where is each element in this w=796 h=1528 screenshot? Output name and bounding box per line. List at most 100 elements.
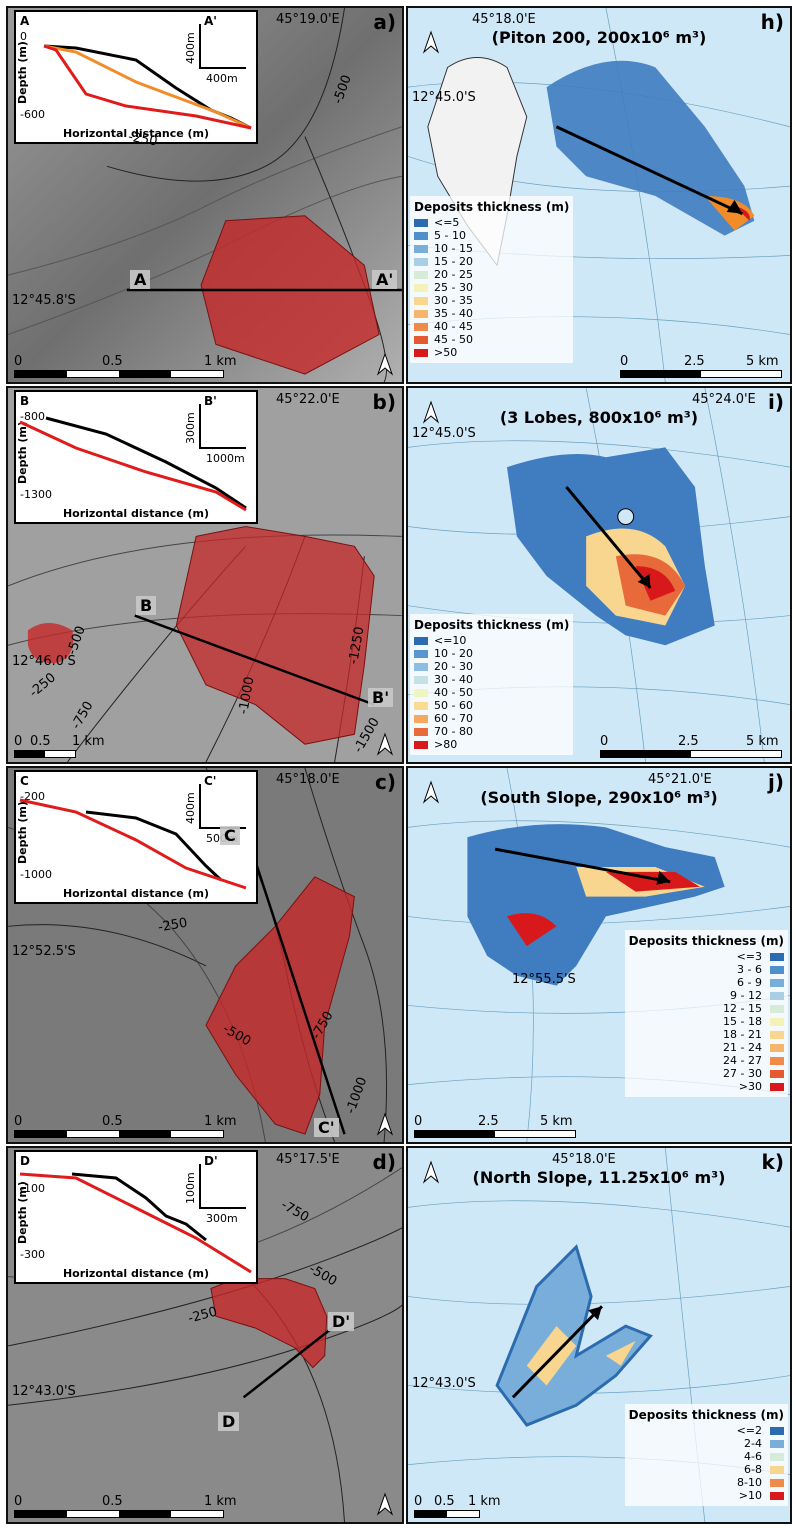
legend-entry: 18 - 21 bbox=[629, 1028, 784, 1041]
legend-entry: 27 - 30 bbox=[629, 1067, 784, 1080]
panel-letter: j) bbox=[768, 770, 784, 794]
scale-label: 0 bbox=[414, 1494, 423, 1509]
longitude-label: 45°18.0'E bbox=[276, 772, 340, 787]
legend-label: 30 - 40 bbox=[434, 673, 473, 686]
scale-label: 1 km bbox=[468, 1494, 501, 1509]
legend-swatch bbox=[414, 296, 428, 305]
profile-inset-d: D D' -100 -300 Depth (m) 100m 300m Horiz… bbox=[14, 1150, 258, 1284]
scale-bar: 0 2.5 5 km bbox=[600, 734, 785, 758]
legend-label: 60 - 70 bbox=[434, 712, 473, 725]
legend-label: 50 - 60 bbox=[434, 699, 473, 712]
legend-swatch bbox=[414, 322, 428, 331]
scale-label: 5 km bbox=[746, 734, 779, 749]
legend-label: >80 bbox=[434, 738, 458, 751]
inset-end-label: A' bbox=[204, 14, 217, 28]
inset-scale-h: 1000m bbox=[206, 452, 245, 465]
scale-label: 2.5 bbox=[678, 734, 699, 749]
legend-swatch bbox=[770, 1491, 784, 1500]
legend-swatch bbox=[414, 257, 428, 266]
panel-k: (North Slope, 11.25x10⁶ m³) 45°18.0'E k)… bbox=[406, 1146, 792, 1524]
legend-label: >30 bbox=[738, 1080, 762, 1093]
legend-swatch bbox=[414, 270, 428, 279]
inset-xlabel: Horizontal distance (m) bbox=[62, 507, 210, 520]
legend-entry: 9 - 12 bbox=[629, 989, 784, 1002]
legend-entry: >50 bbox=[414, 346, 569, 359]
legend-swatch bbox=[414, 675, 428, 684]
legend-entry: 70 - 80 bbox=[414, 725, 569, 738]
legend-label: <=3 bbox=[736, 950, 762, 963]
legend-label: 21 - 24 bbox=[723, 1041, 762, 1054]
legend-entry: 10 - 20 bbox=[414, 647, 569, 660]
latitude-label: 12°55.5'S bbox=[512, 972, 576, 987]
panel-title: (3 Lobes, 800x10⁶ m³) bbox=[499, 408, 699, 427]
scale-label: 0 bbox=[14, 1114, 23, 1129]
legend-title: Deposits thickness (m) bbox=[414, 618, 570, 632]
legend-entry: 15 - 20 bbox=[414, 255, 569, 268]
legend-swatch bbox=[770, 1004, 784, 1013]
legend-entry: 4-6 bbox=[629, 1450, 784, 1463]
legend-label: >10 bbox=[738, 1489, 762, 1502]
legend-label: 5 - 10 bbox=[434, 229, 466, 242]
legend-swatch bbox=[770, 991, 784, 1000]
legend-label: <=2 bbox=[736, 1424, 762, 1437]
legend-label: 15 - 18 bbox=[723, 1015, 762, 1028]
legend-label: 4-6 bbox=[744, 1450, 762, 1463]
inset-bottom-tick: -600 bbox=[20, 108, 45, 121]
scale-label: 0.5 bbox=[102, 354, 123, 369]
scale-label: 0 bbox=[600, 734, 609, 749]
legend-swatch bbox=[414, 649, 428, 658]
legend-label: 18 - 21 bbox=[723, 1028, 762, 1041]
legend-entry: 6 - 9 bbox=[629, 976, 784, 989]
legend-label: 10 - 15 bbox=[434, 242, 473, 255]
north-arrow-icon bbox=[376, 352, 394, 376]
latitude-label: 12°43.0'S bbox=[412, 1376, 476, 1391]
legend-label: 8-10 bbox=[737, 1476, 762, 1489]
legend-label: 24 - 27 bbox=[723, 1054, 762, 1067]
legend-label: >50 bbox=[434, 346, 458, 359]
inset-bottom-tick: -300 bbox=[20, 1248, 45, 1261]
thickness-legend: Deposits thickness (m) <=5 5 - 10 10 - 15 1… bbox=[410, 196, 574, 363]
legend-entry: 8-10 bbox=[629, 1476, 784, 1489]
map-i bbox=[408, 388, 790, 762]
legend-entry: 6-8 bbox=[629, 1463, 784, 1476]
legend-label: 6 - 9 bbox=[737, 976, 762, 989]
inset-xlabel: Horizontal distance (m) bbox=[62, 127, 210, 140]
inset-scale-h: 400m bbox=[206, 72, 238, 85]
legend-swatch bbox=[770, 1478, 784, 1487]
legend-entry: 30 - 40 bbox=[414, 673, 569, 686]
scale-label: 1 km bbox=[204, 1494, 237, 1509]
scale-label: 0 bbox=[620, 354, 629, 369]
scale-label: 0.5 bbox=[102, 1114, 123, 1129]
latitude-label: 12°46.0'S bbox=[12, 654, 76, 669]
legend-swatch bbox=[770, 1043, 784, 1052]
legend-swatch bbox=[414, 335, 428, 344]
legend-swatch bbox=[414, 244, 428, 253]
legend-label: 27 - 30 bbox=[723, 1067, 762, 1080]
legend-swatch bbox=[414, 348, 428, 357]
latitude-label: 12°45.8'S bbox=[12, 293, 76, 308]
panel-d: D D' -100 -300 Depth (m) 100m 300m Horiz… bbox=[6, 1146, 404, 1524]
inset-end-label: D' bbox=[204, 1154, 218, 1168]
inset-top-tick: 0 bbox=[20, 30, 27, 43]
legend-entry: 60 - 70 bbox=[414, 712, 569, 725]
legend-entry: 30 - 35 bbox=[414, 294, 569, 307]
inset-start-label: D bbox=[20, 1154, 30, 1168]
north-arrow-icon bbox=[376, 732, 394, 756]
legend-label: 15 - 20 bbox=[434, 255, 473, 268]
legend-label: 45 - 50 bbox=[434, 333, 473, 346]
legend-entry: >10 bbox=[629, 1489, 784, 1502]
longitude-label: 45°19.0'E bbox=[276, 12, 340, 27]
inset-xlabel: Horizontal distance (m) bbox=[62, 1267, 210, 1280]
legend-title: Deposits thickness (m) bbox=[628, 934, 784, 948]
panel-h: 45°18.0'E h) 12°45.0'S (Piton 200, 200x1… bbox=[406, 6, 792, 384]
legend-label: 35 - 40 bbox=[434, 307, 473, 320]
panel-i: (3 Lobes, 800x10⁶ m³) 45°24.0'E i) 12°45… bbox=[406, 386, 792, 764]
legend-label: 25 - 30 bbox=[434, 281, 473, 294]
legend-swatch bbox=[770, 1017, 784, 1026]
panel-letter: c) bbox=[375, 770, 396, 794]
scale-label: 1 km bbox=[204, 1114, 237, 1129]
inset-profiles-b bbox=[19, 404, 247, 512]
legend-label: 30 - 35 bbox=[434, 294, 473, 307]
profile-inset-c: C C' -200 -1000 Depth (m) 400m 500m Hori… bbox=[14, 770, 258, 904]
legend-entry: 40 - 45 bbox=[414, 320, 569, 333]
